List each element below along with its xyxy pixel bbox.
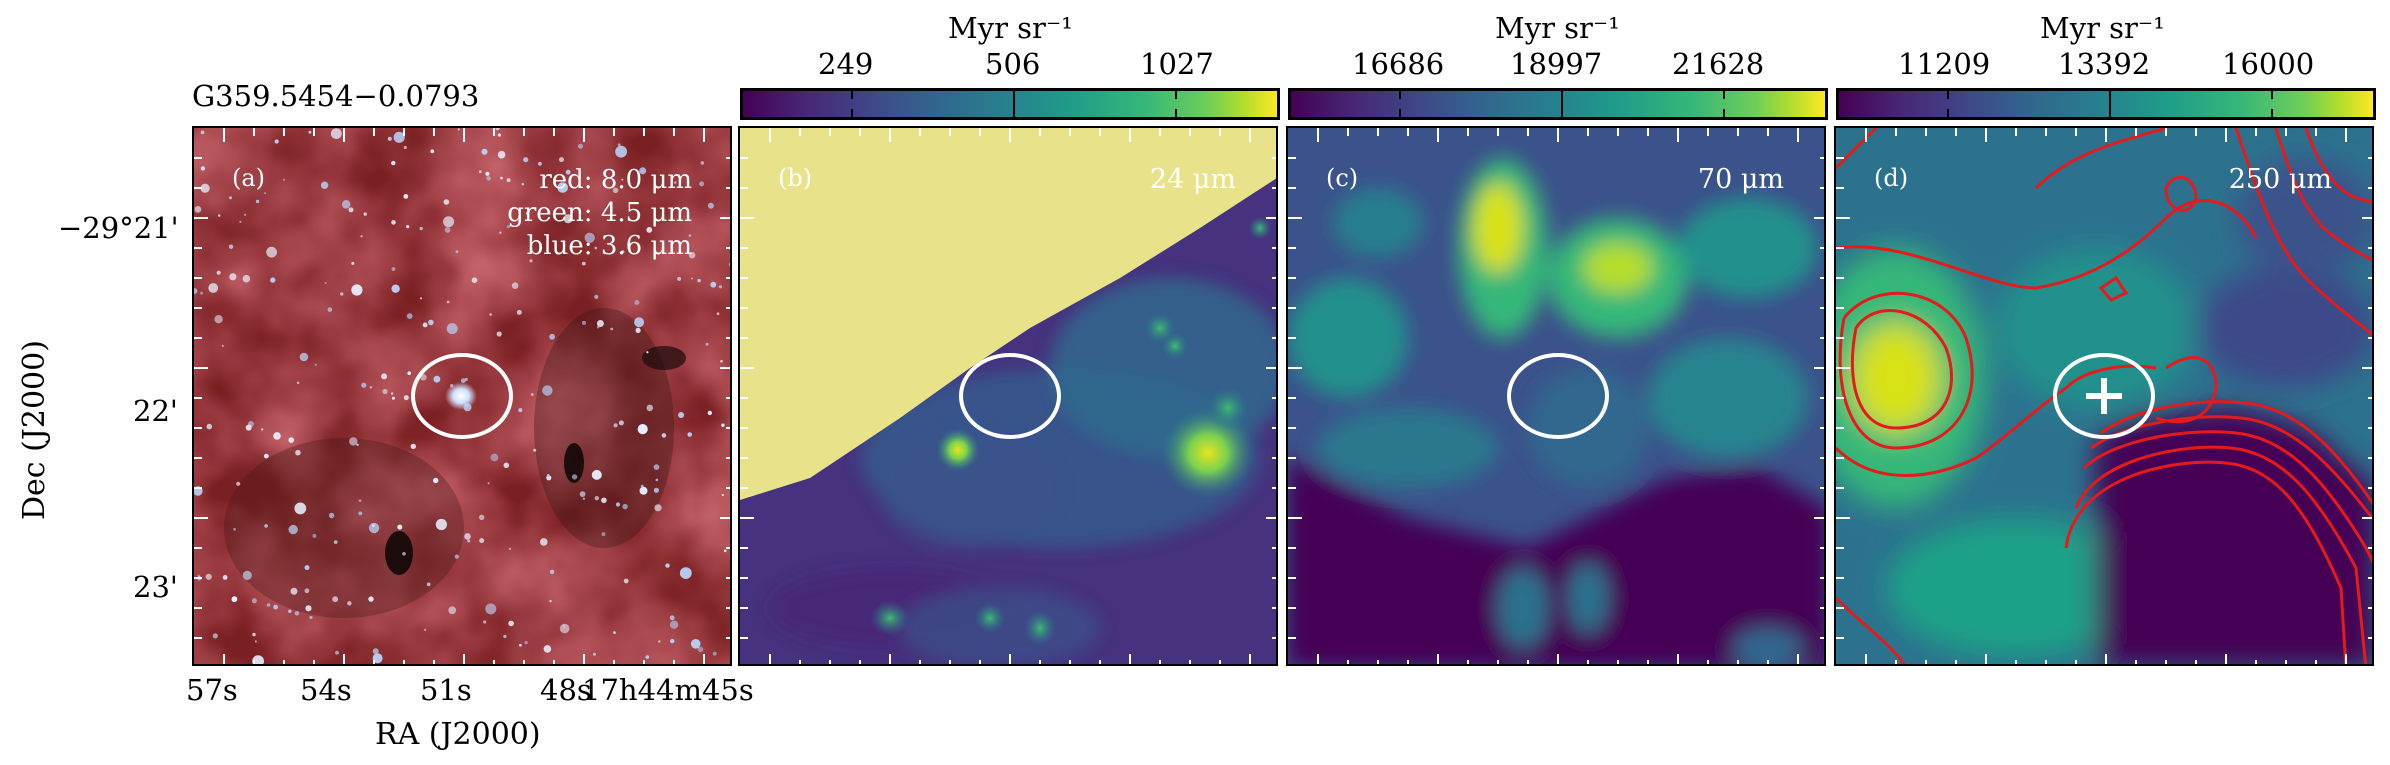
- panel-c-label: (c): [1326, 164, 1359, 192]
- ra-tick-label: 57s: [186, 673, 238, 707]
- dec-tick-label: 22': [133, 394, 178, 428]
- aperture-ellipse: [1507, 353, 1609, 439]
- panel-a-label: (a): [232, 164, 266, 192]
- panel-c-70um-image: (c) 70 μm: [1286, 126, 1826, 666]
- dec-tick-label: −29°21': [58, 211, 179, 245]
- panel-d-band: 250 μm: [2228, 164, 2332, 195]
- source-name: G359.5454−0.0793: [192, 79, 480, 113]
- ra-tick-label: 54s: [300, 673, 352, 707]
- legend-red: red: 8.0 μm: [539, 165, 692, 195]
- panel-a-rgb-image: (a) red: 8.0 μm green: 4.5 μm blue: 3.6 …: [192, 126, 732, 666]
- colorbar-b-tick: 506: [985, 47, 1041, 81]
- colorbar-b-tick: 249: [818, 47, 874, 81]
- panel-b-band: 24 μm: [1149, 164, 1236, 195]
- colorbar-d: [1836, 88, 2376, 120]
- ra-tick-label: 17h44m45s: [582, 673, 754, 707]
- colorbar-b-tick: 1027: [1140, 47, 1214, 81]
- legend-blue: blue: 3.6 μm: [526, 231, 692, 261]
- colorbar-c-title: Myr sr⁻¹: [1495, 11, 1620, 45]
- panel-c-band: 70 μm: [1697, 164, 1784, 195]
- colorbar-b-title: Myr sr⁻¹: [948, 11, 1073, 45]
- aperture-ellipse: [2053, 353, 2155, 439]
- colorbar-b: [740, 88, 1280, 120]
- ra-tick-label: 51s: [420, 673, 472, 707]
- colorbar-d-title: Myr sr⁻¹: [2040, 11, 2165, 45]
- panel-a-legend: red: 8.0 μm green: 4.5 μm blue: 3.6 μm: [507, 164, 692, 263]
- panel-b-24um-image: (b) 24 μm: [738, 126, 1278, 666]
- aperture-ellipse: [959, 353, 1061, 439]
- ra-tick-label: 48s: [540, 673, 592, 707]
- colorbar-c-tick: 16686: [1352, 47, 1445, 81]
- panel-d-250um-image: (d) 250 μm: [1834, 126, 2374, 666]
- colorbar-c-tick: 18997: [1510, 47, 1603, 81]
- dec-axis-label: Dec (J2000): [17, 340, 52, 520]
- panel-d-label: (d): [1874, 164, 1909, 192]
- legend-green: green: 4.5 μm: [507, 198, 692, 228]
- colorbar-d-tick: 13392: [2058, 47, 2151, 81]
- source-cross-marker: [2086, 378, 2122, 414]
- colorbar-c: [1288, 88, 1828, 120]
- panel-b-label: (b): [778, 164, 813, 192]
- aperture-ellipse: [411, 353, 513, 439]
- colorbar-d-tick: 11209: [1898, 47, 1991, 81]
- colorbar-d-tick: 16000: [2222, 47, 2315, 81]
- dec-tick-label: 23': [133, 570, 178, 604]
- colorbar-c-tick: 21628: [1672, 47, 1765, 81]
- ra-axis-label: RA (J2000): [375, 717, 541, 752]
